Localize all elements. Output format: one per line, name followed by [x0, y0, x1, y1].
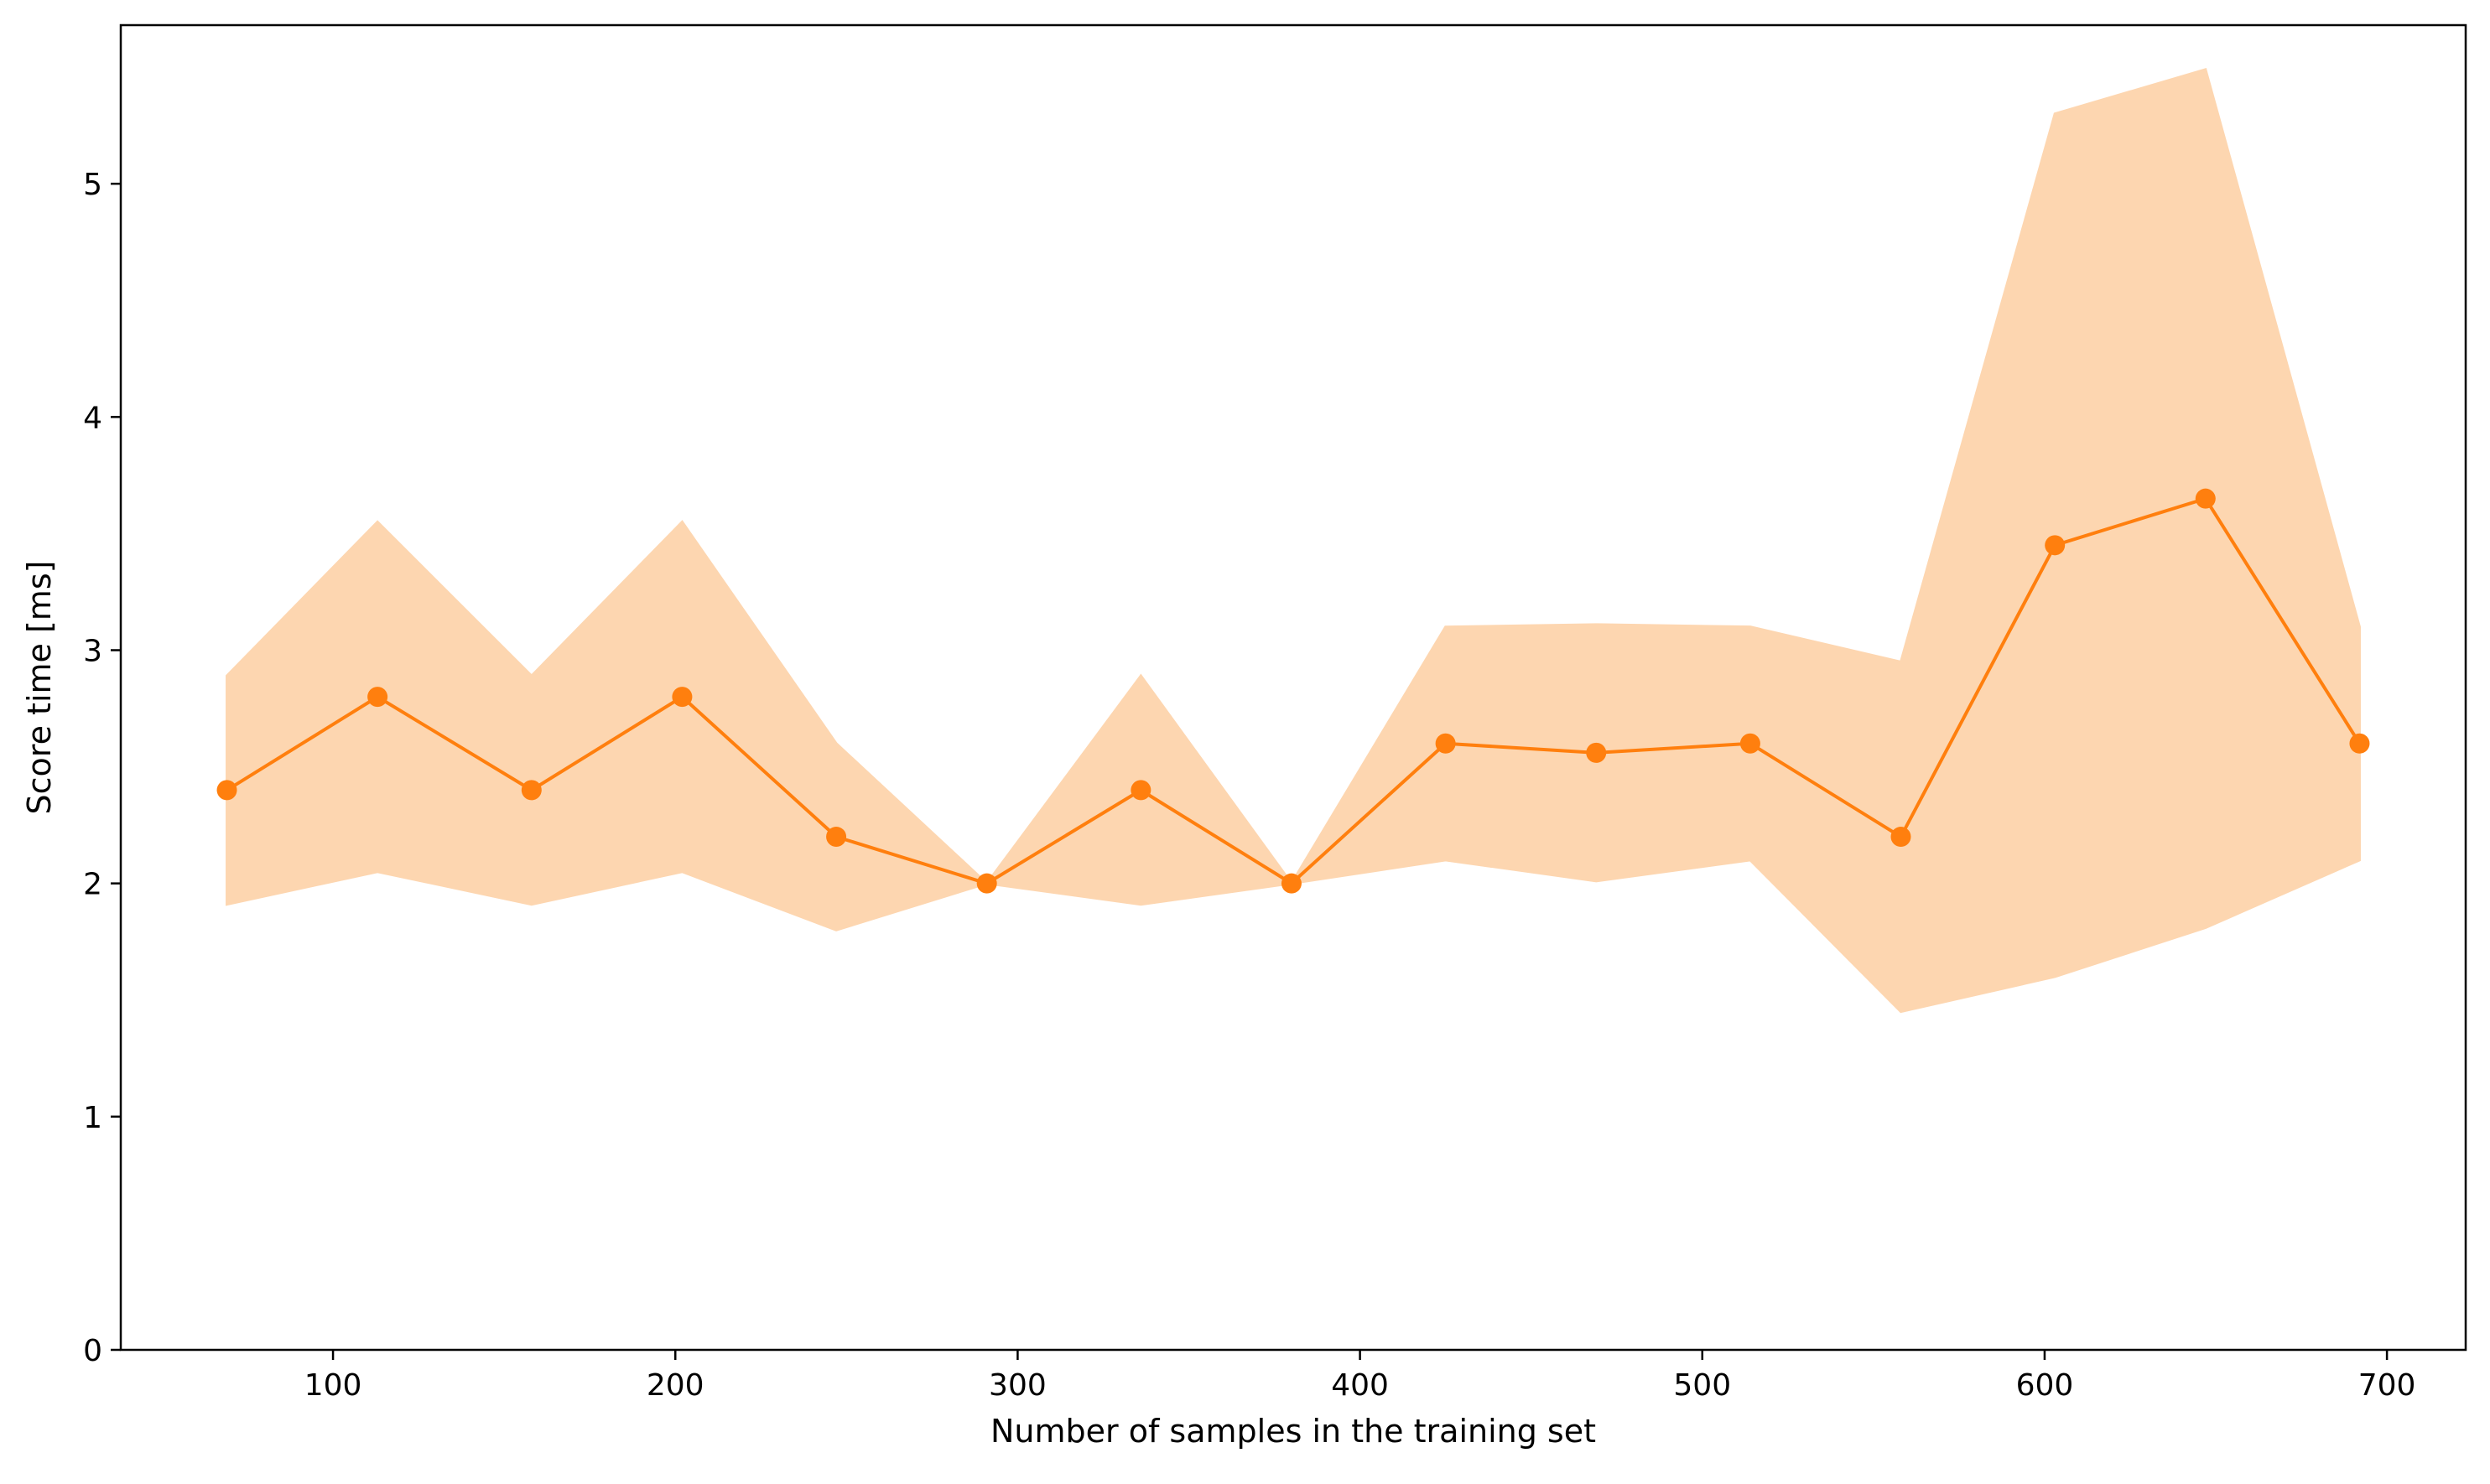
- data-point: [976, 873, 997, 894]
- data-point: [1281, 873, 1302, 894]
- axes: [119, 23, 2467, 1352]
- data-point: [521, 780, 542, 801]
- data-point: [367, 687, 388, 708]
- x-tick-label: 300: [989, 1368, 1047, 1403]
- y-tick-label: 5: [83, 168, 102, 202]
- data-point: [2195, 488, 2216, 509]
- y-tick-label: 1: [83, 1101, 102, 1135]
- std-band-0: [226, 67, 2361, 1014]
- y-tick-label: 2: [83, 868, 102, 902]
- x-tick-label: 500: [1673, 1368, 1731, 1403]
- data-point: [1586, 742, 1607, 763]
- y-tick-label: 0: [83, 1334, 102, 1368]
- x-axis-ticks: 100 200 300 400 500 600 700: [304, 1350, 2416, 1403]
- x-tick-label: 400: [1331, 1368, 1389, 1403]
- x-tick-label: 600: [2016, 1368, 2074, 1403]
- data-point: [1131, 780, 1151, 801]
- x-tick-label: 200: [647, 1368, 704, 1403]
- data-point: [1890, 827, 1911, 848]
- axes-frame: [119, 23, 2467, 1352]
- plot-area: [216, 67, 2370, 1014]
- y-axis-ticks: 0 1 2 3 4 5: [83, 168, 121, 1368]
- data-point: [826, 827, 847, 848]
- data-point: [2349, 733, 2370, 754]
- x-tick-label: 100: [304, 1368, 362, 1403]
- x-axis-label: Number of samples in the training set: [990, 1413, 1596, 1450]
- x-tick-label: 700: [2358, 1368, 2416, 1403]
- y-tick-label: 4: [83, 401, 102, 435]
- y-axis-label: Score time [ms]: [21, 561, 58, 815]
- data-point: [2045, 535, 2066, 556]
- data-point: [1435, 733, 1456, 754]
- data-point: [672, 687, 693, 708]
- y-tick-label: 3: [83, 634, 102, 668]
- data-point: [216, 780, 237, 801]
- data-point: [1739, 733, 1760, 754]
